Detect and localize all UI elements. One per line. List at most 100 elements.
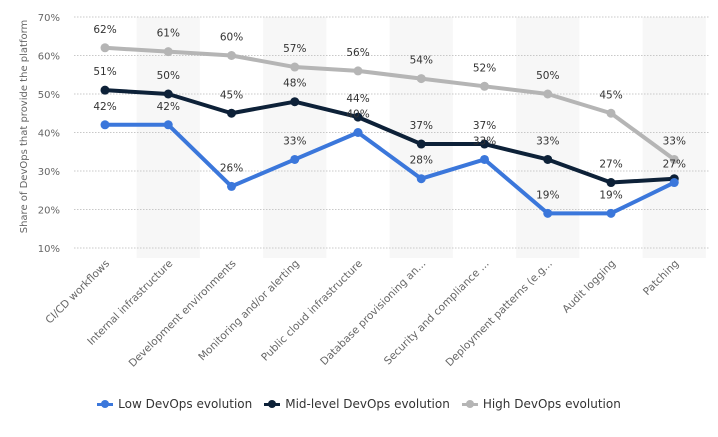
data-label: 62%: [93, 24, 116, 36]
data-point[interactable]: [227, 181, 236, 191]
x-tick-label: Database provisioning an...: [318, 258, 428, 368]
y-tick-label: 40%: [38, 129, 60, 140]
data-label: 50%: [157, 70, 180, 82]
y-tick-label: 60%: [38, 52, 60, 63]
series-line: [104, 45, 676, 162]
data-label: 50%: [536, 70, 559, 82]
data-label: 45%: [599, 89, 622, 101]
y-tick-label: 50%: [38, 90, 60, 101]
x-tick-label: Deployment patterns (e.g...: [443, 258, 554, 369]
legend-item[interactable]: High DevOps evolution: [461, 397, 621, 411]
data-label: 27%: [663, 159, 686, 171]
data-point[interactable]: [480, 139, 489, 149]
series-points: [100, 43, 679, 218]
series-line: [104, 88, 675, 185]
data-point[interactable]: [163, 120, 173, 130]
legend-label: Low DevOps evolution: [118, 397, 253, 411]
data-label: 37%: [473, 120, 496, 132]
legend-label: Mid-level DevOps evolution: [285, 397, 450, 411]
data-label: 42%: [157, 101, 180, 113]
data-label: 57%: [283, 43, 306, 55]
data-label: 33%: [473, 135, 496, 147]
data-point[interactable]: [416, 74, 426, 84]
data-label: 61%: [157, 28, 180, 40]
data-labels: 62% 61% 60% 57% 56% 54% 52% 50% 45% 33% 51% 50% 45% 4…: [93, 24, 686, 202]
y-tick-label: 20%: [38, 206, 60, 217]
legend-item[interactable]: Low DevOps evolution: [97, 397, 252, 411]
data-point[interactable]: [290, 154, 300, 164]
data-point[interactable]: [669, 178, 679, 188]
data-label: 42%: [93, 101, 116, 113]
data-point[interactable]: [353, 128, 363, 137]
data-label: 37%: [410, 120, 433, 132]
legend-marker-icon: [461, 399, 478, 409]
data-point[interactable]: [353, 112, 363, 122]
data-point[interactable]: [669, 154, 679, 164]
data-point[interactable]: [290, 62, 300, 72]
data-label: 44%: [346, 93, 369, 105]
x-tick-label: Security and compliance ...: [382, 258, 492, 368]
legend-label: High DevOps evolution: [482, 397, 621, 411]
data-label: 54%: [410, 55, 433, 67]
data-point[interactable]: [100, 120, 110, 130]
data-label: 40%: [346, 109, 369, 121]
band: [136, 17, 200, 258]
legend-marker-icon: [97, 399, 114, 409]
y-tick-label: 10%: [38, 244, 60, 255]
data-label: 26%: [220, 162, 243, 174]
x-tick-label: Patching: [641, 258, 681, 298]
data-label: 28%: [410, 155, 433, 167]
chart-canvas: 10% 20% 30% 40% 50% 60% 70% Share of DevOps th…: [19, 13, 710, 370]
series-line: [105, 122, 676, 216]
band: [642, 17, 706, 258]
data-label: 33%: [536, 135, 559, 147]
data-label: 33%: [283, 135, 306, 147]
data-point[interactable]: [163, 47, 173, 57]
band: [389, 17, 453, 258]
alternating-bands: [136, 17, 706, 258]
legend: Low DevOps evolution Mid-level DevOps evo…: [0, 397, 718, 411]
data-label: 52%: [473, 62, 496, 74]
data-label: 48%: [283, 78, 306, 90]
data-point[interactable]: [416, 174, 426, 184]
y-tick-label: 70%: [38, 13, 60, 24]
data-point[interactable]: [543, 154, 553, 164]
x-tick-label: Public cloud infrastructure: [259, 258, 365, 364]
y-axis-ticks: 10% 20% 30% 40% 50% 60% 70%: [38, 13, 60, 255]
band: [263, 17, 327, 258]
series-lines: [104, 45, 676, 216]
data-point[interactable]: [606, 108, 616, 118]
data-point[interactable]: [480, 81, 489, 91]
data-label: 56%: [346, 47, 369, 59]
data-label: 19%: [536, 189, 559, 201]
data-point[interactable]: [163, 89, 173, 99]
data-point[interactable]: [606, 178, 616, 188]
data-label: 45%: [220, 89, 243, 101]
data-point[interactable]: [227, 108, 236, 118]
data-label: 27%: [599, 159, 622, 171]
x-tick-label: Development environments: [127, 258, 239, 370]
data-point[interactable]: [606, 208, 616, 218]
legend-marker-icon: [264, 399, 281, 409]
data-point[interactable]: [353, 66, 363, 76]
x-tick-label: CI/CD workflows: [43, 258, 112, 327]
data-point[interactable]: [290, 97, 300, 107]
data-point[interactable]: [227, 51, 236, 60]
data-point[interactable]: [100, 43, 110, 53]
data-point[interactable]: [543, 89, 553, 99]
x-tick-label: Audit logging: [560, 258, 618, 316]
legend-item[interactable]: Mid-level DevOps evolution: [264, 397, 450, 411]
data-point[interactable]: [543, 208, 553, 218]
data-point[interactable]: [416, 139, 426, 149]
y-axis-title: Share of DevOps that provide the platfor…: [19, 20, 30, 234]
data-label: 19%: [599, 189, 622, 201]
data-label: 33%: [663, 135, 686, 147]
data-point[interactable]: [100, 85, 110, 95]
data-label: 60%: [220, 32, 243, 44]
x-tick-label: Monitoring and/or alerting: [196, 258, 302, 364]
data-label: 51%: [93, 66, 116, 78]
y-tick-label: 30%: [38, 167, 60, 178]
data-point[interactable]: [480, 154, 489, 164]
